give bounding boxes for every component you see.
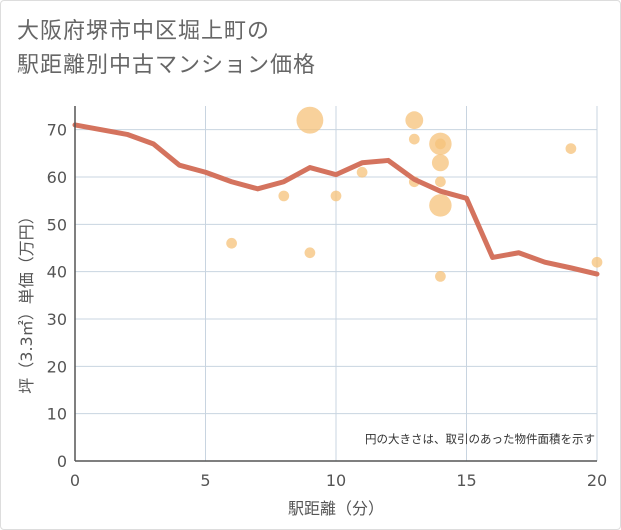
x-axis-title: 駅距離（分） (288, 499, 384, 518)
bubbles (226, 106, 603, 282)
chart-title-line-1: 大阪府堺市中区堀上町の (17, 19, 271, 44)
bubble-point (435, 138, 446, 150)
y-axis-title: 坪（3.3㎡）単価（万円） (17, 208, 36, 393)
x-tick-label: 20 (587, 471, 607, 490)
x-tick-label: 0 (70, 471, 80, 490)
x-tick-label: 5 (200, 471, 210, 490)
bubble-point (408, 133, 420, 145)
bubble-point (565, 143, 577, 154)
x-tick-label: 15 (456, 471, 476, 490)
axes (74, 106, 597, 462)
bubble-point (435, 176, 446, 188)
y-tick-label: 10 (47, 405, 67, 424)
bubble-point (431, 154, 449, 172)
tick-labels: 0 5 10 15 20 0 10 20 30 40 50 60 70 (47, 121, 608, 490)
y-tick-label: 30 (47, 310, 67, 329)
chart-title-line-2: 駅距離別中古マンション価格 (17, 53, 317, 78)
bubble-point (591, 256, 603, 268)
average-price-line (72, 122, 600, 277)
bubble-point (296, 106, 324, 134)
average-line (72, 122, 600, 277)
bubble-point (226, 237, 237, 249)
size-annotation: 円の大きさは、取引のあった物件面積を示す (365, 432, 595, 446)
y-tick-label: 60 (47, 168, 67, 187)
grid-lines (75, 106, 598, 461)
bubble-point (304, 247, 316, 259)
y-tick-label: 40 (47, 263, 67, 282)
chart-title: 大阪府堺市中区堀上町の 駅距離別中古マンション価格 (17, 15, 316, 83)
x-tick-label: 10 (326, 471, 346, 490)
bubble-point (405, 111, 424, 130)
bubble-point (356, 166, 368, 178)
bubble-point (278, 190, 290, 202)
y-tick-label: 0 (57, 452, 67, 471)
bubble-point (330, 190, 342, 202)
bubble-point (429, 194, 452, 217)
y-tick-label: 20 (47, 357, 67, 376)
bubble-point (435, 271, 446, 282)
y-tick-label: 70 (47, 121, 67, 140)
y-tick-label: 50 (47, 215, 67, 234)
